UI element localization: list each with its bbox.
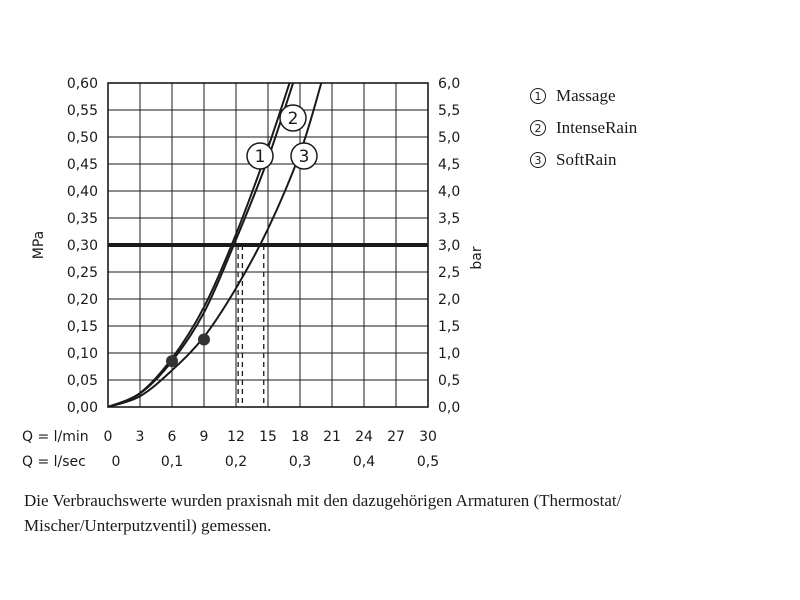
legend-label-1: Massage [556,86,616,105]
legend: 1 Massage 2 IntenseRain 3 SoftRain [530,80,637,176]
left-tick-label: 0,00 [67,400,98,416]
left-tick-label: 0,05 [67,373,98,389]
curve-label-1: 1 [255,147,266,167]
x-tick-label-lmin: 15 [259,429,277,445]
left-tick-label: 0,10 [67,346,98,362]
left-tick-label: 0,50 [67,130,98,146]
x-tick-label-lmin: 30 [419,429,437,445]
x-tick-label-lsec: 0,5 [417,454,439,470]
left-tick-label: 0,55 [67,103,98,119]
right-tick-label: 2,0 [438,292,460,308]
left-tick-label: 0,20 [67,292,98,308]
right-tick-label: 1,0 [438,346,460,362]
legend-label-3: SoftRain [556,150,617,169]
legend-item-3: 3 SoftRain [530,144,637,176]
curve-label-circle-1 [246,142,274,170]
series-line-intenserain [108,83,291,407]
right-tick-label: 3,0 [438,238,460,254]
x-axis-title-lmin: Q = l/min [22,429,89,445]
left-tick-label: 0,60 [67,76,98,92]
x-tick-label-lsec: 0,2 [225,454,247,470]
left-tick-label: 0,30 [67,238,98,254]
left-tick-label: 0,15 [67,319,98,335]
curve-label-circle-3 [290,142,318,170]
footnote: Die Verbrauchswerte wurden praxisnah mit… [24,491,622,535]
right-tick-label: 2,5 [438,265,460,281]
right-tick-label: 4,0 [438,184,460,200]
x-tick-label-lmin: 18 [291,429,309,445]
x-tick-label-lmin: 27 [387,429,405,445]
x-tick-label-lsec: 0,1 [161,454,183,470]
x-tick-label-lmin: 9 [200,429,209,445]
legend-number-2: 2 [530,120,546,136]
legend-item-2: 2 IntenseRain [530,112,637,144]
x-tick-label-lmin: 21 [323,429,341,445]
x-tick-label-lmin: 0 [104,429,113,445]
right-tick-label: 3,5 [438,211,460,227]
left-tick-label: 0,40 [67,184,98,200]
legend-number-3: 3 [530,152,546,168]
right-tick-label: 6,0 [438,76,460,92]
right-tick-label: 0,0 [438,400,460,416]
x-tick-label-lsec: 0,3 [289,454,311,470]
left-axis-title: MPa [31,231,47,259]
x-tick-label-lmin: 24 [355,429,373,445]
curve-label-3: 3 [299,147,310,167]
curve-marker [166,355,178,368]
x-tick-label-lmin: 3 [136,429,145,445]
left-tick-label: 0,45 [67,157,98,173]
curve-label-circle-2 [279,104,307,132]
right-tick-label: 5,5 [438,103,460,119]
x-axis-title-lsec: Q = l/sec [22,454,86,470]
right-tick-label: 4,5 [438,157,460,173]
left-tick-label: 0,35 [67,211,98,227]
x-tick-label-lsec: 0,4 [353,454,375,470]
x-tick-label-lsec: 0 [112,454,121,470]
legend-label-2: IntenseRain [556,118,638,137]
x-tick-label-lmin: 12 [227,429,245,445]
curve-marker [198,333,210,346]
curve-label-2: 2 [288,109,299,129]
right-axis-title: bar [469,246,485,269]
left-tick-label: 0,25 [67,265,98,281]
right-tick-label: 1,5 [438,319,460,335]
legend-number-1: 1 [530,88,546,104]
x-tick-label-lmin: 6 [168,429,177,445]
legend-item-1: 1 Massage [530,80,637,112]
right-tick-label: 5,0 [438,130,460,146]
right-tick-label: 0,5 [438,373,460,389]
